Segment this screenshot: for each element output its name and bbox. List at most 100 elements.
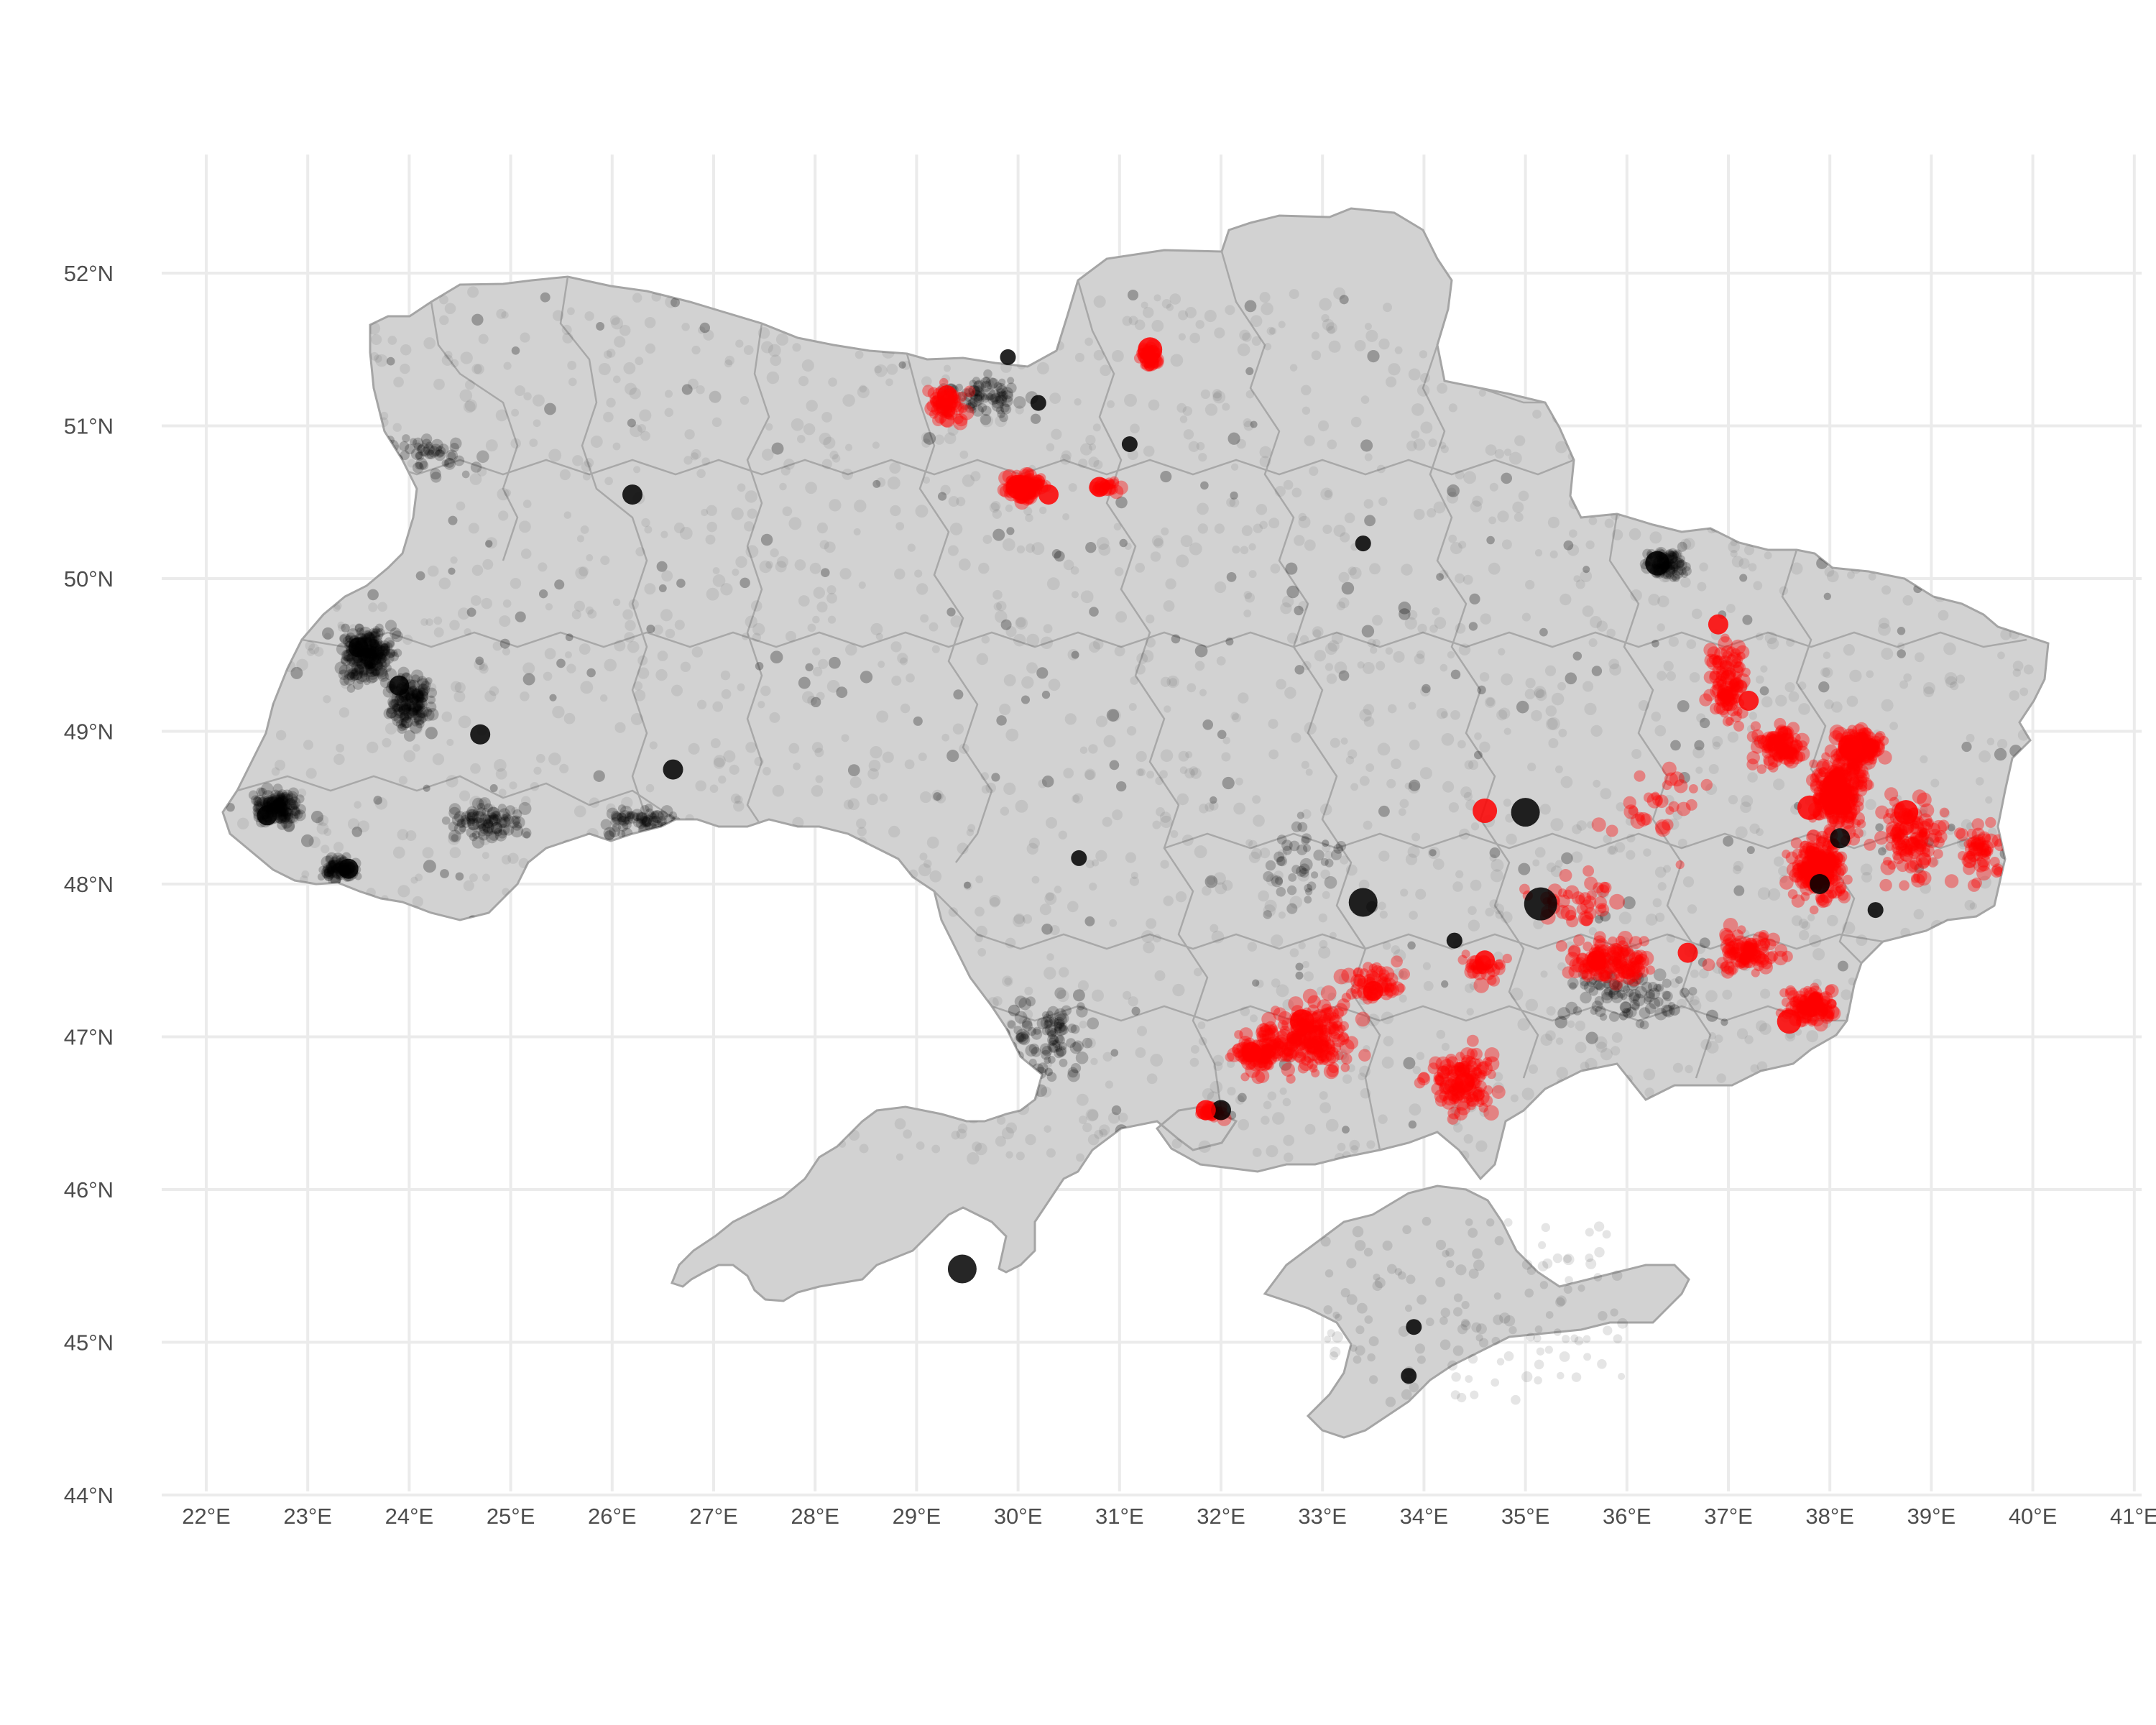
background-event-dot — [1534, 688, 1544, 699]
background-event-dot — [1795, 510, 1805, 519]
background-event-dot — [920, 791, 932, 804]
dark-cluster-dot — [366, 649, 377, 661]
background-event-dot — [1229, 497, 1240, 508]
background-event-dot — [423, 1064, 434, 1077]
background-event-dot — [1568, 529, 1577, 538]
dark-cluster-dot — [390, 649, 398, 657]
background-event-dot — [1571, 851, 1583, 863]
dark-cluster-dot — [390, 451, 400, 461]
background-event-dot — [2018, 327, 2027, 336]
background-event-dot — [1651, 639, 1659, 648]
dark-cluster-dot — [962, 1288, 972, 1297]
dark-cluster-dot — [1668, 1001, 1676, 1010]
background-event-dot — [1150, 551, 1161, 562]
dark-cluster-dot — [1675, 976, 1683, 984]
background-event-dot — [1588, 926, 1597, 936]
background-event-dot — [275, 730, 287, 741]
background-event-dot — [520, 1085, 532, 1097]
background-event-dot — [1357, 1016, 1370, 1029]
background-event-dot — [1583, 370, 1593, 379]
background-event-dot — [1046, 1148, 1056, 1158]
dark-cluster-dot — [426, 449, 436, 460]
background-event-dot — [1459, 1150, 1470, 1161]
background-event-dot — [1741, 929, 1750, 939]
background-event-dot — [211, 699, 221, 709]
background-event-dot — [368, 602, 378, 612]
background-event-dot — [399, 525, 409, 535]
background-event-dot — [1618, 911, 1632, 924]
background-event-dot — [231, 566, 244, 579]
background-event-dot — [792, 343, 801, 352]
background-event-dot — [1231, 713, 1241, 723]
dark-cluster-dot — [888, 978, 900, 990]
background-event-dot — [1533, 364, 1542, 373]
background-event-dot — [1407, 845, 1420, 858]
dark-cluster-dot — [1310, 871, 1319, 879]
background-event-dot — [886, 864, 898, 875]
background-event-dot — [586, 827, 599, 840]
background-event-dot — [1628, 528, 1641, 540]
background-event-dot — [1235, 1095, 1245, 1105]
background-event-dot — [435, 942, 443, 951]
background-event-dot — [479, 664, 489, 674]
background-event-dot — [1364, 323, 1372, 331]
background-event-dot — [1026, 842, 1038, 855]
background-event-dot — [422, 1152, 436, 1165]
dark-cluster-dot — [377, 643, 391, 656]
background-event-dot — [223, 312, 232, 324]
background-event-dot — [1002, 538, 1015, 551]
background-event-dot — [773, 884, 786, 896]
background-event-dot — [1024, 986, 1033, 995]
background-event-dot — [540, 950, 553, 962]
background-event-dot — [333, 842, 344, 852]
background-event-dot — [654, 1116, 667, 1130]
background-event-dot — [510, 438, 521, 449]
dark-cluster-dot — [415, 689, 428, 703]
background-event-dot — [826, 679, 840, 693]
background-event-dot — [1195, 320, 1204, 329]
background-event-dot — [301, 870, 310, 878]
background-event-dot — [599, 694, 608, 702]
background-event-dot — [1304, 722, 1317, 735]
dark-cluster-dot — [371, 659, 383, 671]
background-event-dot — [664, 408, 674, 418]
background-event-dot — [1266, 1145, 1279, 1158]
background-event-dot — [1325, 663, 1334, 671]
background-event-dot — [743, 345, 754, 355]
background-event-dot — [705, 534, 716, 545]
dark-cluster-dot — [916, 944, 929, 957]
background-event-dot — [1044, 1125, 1051, 1133]
background-event-dot — [1701, 468, 1713, 479]
background-event-dot — [1660, 390, 1669, 397]
background-event-dot — [1937, 1038, 1947, 1048]
background-event-dot — [1672, 1062, 1683, 1073]
background-event-dot — [1008, 1004, 1021, 1017]
background-event-dot — [1757, 887, 1771, 900]
background-event-dot — [2017, 875, 2024, 883]
dark-cluster-dot — [976, 1270, 985, 1279]
background-event-dot — [619, 324, 631, 336]
background-event-dot — [1194, 845, 1207, 859]
dark-cluster-dot — [885, 949, 898, 962]
background-event-dot — [1899, 524, 1908, 533]
background-event-dot — [1480, 311, 1494, 325]
dark-cluster-dot — [943, 1278, 954, 1290]
background-event-dot — [1678, 772, 1690, 784]
background-event-dot — [1503, 727, 1511, 735]
background-event-dot — [1259, 1044, 1271, 1054]
dark-cluster-dot — [364, 656, 377, 669]
background-event-dot — [523, 1117, 536, 1130]
background-event-dot — [361, 398, 373, 410]
background-event-dot — [1686, 290, 1696, 300]
background-event-dot — [241, 344, 251, 354]
background-event-dot — [1289, 896, 1303, 909]
background-event-dot — [1479, 1107, 1490, 1118]
background-event-dot — [1669, 1004, 1680, 1016]
background-event-dot — [1697, 957, 1708, 967]
background-event-dot — [894, 568, 906, 580]
background-event-dot — [1780, 446, 1791, 456]
dark-cluster-dot — [368, 638, 379, 649]
background-event-dot — [1700, 1039, 1712, 1051]
background-event-dot — [685, 814, 694, 823]
background-event-dot — [1738, 479, 1748, 489]
